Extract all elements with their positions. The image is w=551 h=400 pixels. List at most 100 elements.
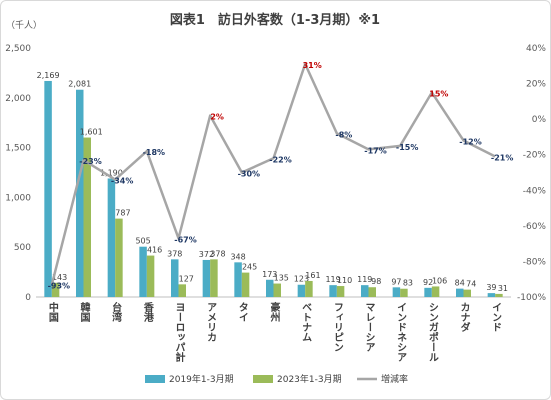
bar-2023 bbox=[495, 293, 503, 297]
chart-title: 図表1 訪日外客数（1-3月期）※1 bbox=[170, 12, 380, 28]
category-label: フィリピン bbox=[331, 302, 342, 352]
bar-2019 bbox=[487, 293, 496, 297]
y-axis-unit-label: （千人） bbox=[6, 20, 42, 31]
bar-2023 bbox=[51, 282, 60, 297]
y-left-tick-label: 0 bbox=[25, 293, 31, 303]
growth-rate-label: -22% bbox=[269, 155, 291, 164]
bar-2019 bbox=[266, 279, 274, 297]
growth-rate-label: -15% bbox=[396, 143, 418, 152]
growth-rate-label: -34% bbox=[111, 177, 133, 186]
growth-rate-label: -30% bbox=[238, 170, 260, 179]
bar-2023 bbox=[336, 286, 345, 297]
y-right-tick-label: -100% bbox=[517, 293, 546, 303]
bar-2019 bbox=[76, 89, 84, 298]
category-label: シンガポール bbox=[426, 302, 438, 362]
bar-2019-value-label: 119 bbox=[325, 275, 340, 284]
bar-2019 bbox=[297, 284, 306, 297]
bar-2019-value-label: 348 bbox=[230, 252, 245, 261]
growth-rate-label: -12% bbox=[459, 137, 481, 146]
y-right-tick-label: 20% bbox=[526, 80, 546, 90]
growth-rate-label: -8% bbox=[335, 130, 352, 139]
bar-2023-value-label: 83 bbox=[403, 279, 413, 288]
category-label: カナダ bbox=[458, 302, 470, 333]
y-left-tick-label: 1,000 bbox=[5, 193, 31, 203]
category-label: 台湾 bbox=[110, 301, 122, 323]
bar-2019-value-label: 378 bbox=[167, 249, 182, 258]
category-label: ベトナム bbox=[300, 302, 312, 342]
bar-2019 bbox=[107, 178, 116, 297]
growth-rate-label: -21% bbox=[491, 153, 513, 162]
bar-2019 bbox=[392, 287, 401, 297]
bar-2023 bbox=[178, 284, 186, 297]
bar-2019-value-label: 39 bbox=[486, 283, 496, 292]
bar-2023 bbox=[431, 286, 440, 297]
category-label: 韓国 bbox=[78, 301, 90, 323]
bar-2023 bbox=[146, 255, 155, 297]
y-left-tick-label: 500 bbox=[14, 243, 31, 253]
growth-rate-label: 2% bbox=[210, 113, 224, 122]
bar-2023-value-label: 143 bbox=[52, 273, 67, 282]
legend-swatch-bar bbox=[253, 375, 273, 383]
y-right-tick-label: -20% bbox=[523, 151, 547, 161]
bar-2019-value-label: 123 bbox=[294, 275, 309, 284]
category-label: ヨーロッパ計 bbox=[173, 302, 185, 363]
bar-2019 bbox=[202, 259, 211, 297]
bar-2023-value-label: 135 bbox=[274, 274, 289, 283]
bar-2023-value-label: 74 bbox=[466, 280, 476, 289]
legend-swatch-bar bbox=[145, 375, 165, 383]
y-right-tick-label: -60% bbox=[523, 222, 547, 232]
bar-2019 bbox=[424, 287, 432, 297]
y-right-tick-label: -80% bbox=[523, 257, 547, 267]
bar-2019 bbox=[171, 259, 179, 297]
bar-2019 bbox=[329, 285, 337, 297]
bar-2019-value-label: 97 bbox=[391, 277, 401, 286]
growth-rate-label: -67% bbox=[174, 235, 196, 244]
bar-2023-value-label: 98 bbox=[371, 277, 381, 286]
category-label: 豪州 bbox=[268, 301, 281, 323]
bar-2019 bbox=[44, 80, 52, 298]
bar-2023 bbox=[463, 289, 471, 297]
growth-rate-line bbox=[50, 62, 496, 285]
bar-2023 bbox=[400, 288, 408, 297]
y-left-tick-label: 1,500 bbox=[5, 144, 31, 154]
category-label: インドネシア bbox=[395, 302, 407, 362]
bar-2023-value-label: 161 bbox=[305, 271, 320, 280]
bar-2023-value-label: 110 bbox=[337, 276, 352, 285]
y-left-tick-label: 2,500 bbox=[5, 44, 31, 54]
bar-2019-value-label: 119 bbox=[357, 275, 372, 284]
bar-2019-value-label: 173 bbox=[262, 270, 277, 279]
legend-label: 2023年1-3月期 bbox=[277, 373, 342, 385]
legend-label: 増減率 bbox=[381, 373, 408, 385]
bar-2019-value-label: 2,169 bbox=[37, 71, 60, 80]
bar-2019-value-label: 92 bbox=[423, 278, 433, 287]
bar-2023-value-label: 31 bbox=[498, 284, 508, 293]
growth-rate-label: -18% bbox=[143, 148, 165, 157]
category-label: マレーシア bbox=[363, 302, 375, 352]
bar-2023 bbox=[368, 287, 376, 297]
bar-2023-value-label: 245 bbox=[242, 263, 257, 272]
bar-2019-value-label: 2,081 bbox=[68, 80, 91, 89]
bar-2023-value-label: 378 bbox=[210, 249, 225, 258]
bar-2019 bbox=[456, 288, 464, 297]
bar-2019 bbox=[139, 246, 147, 297]
bar-2019 bbox=[361, 285, 369, 297]
legend-label: 2019年1-3月期 bbox=[169, 373, 234, 385]
bar-2023 bbox=[273, 283, 281, 297]
bar-2019-value-label: 505 bbox=[135, 237, 150, 246]
bar-2023-value-label: 787 bbox=[115, 209, 130, 218]
bar-2023-value-label: 127 bbox=[179, 274, 194, 283]
growth-rate-label: -93% bbox=[48, 282, 70, 291]
bar-2023 bbox=[115, 218, 123, 297]
bar-2019-value-label: 1,190 bbox=[100, 168, 123, 177]
category-label: インド bbox=[490, 302, 502, 332]
bar-2019 bbox=[234, 262, 242, 297]
bar-2023 bbox=[210, 259, 218, 297]
bar-2023 bbox=[241, 272, 250, 297]
bar-2023-value-label: 416 bbox=[147, 246, 162, 255]
bar-2023 bbox=[83, 137, 91, 297]
bar-2019-value-label: 84 bbox=[455, 279, 465, 288]
bar-2019-value-label: 372 bbox=[199, 250, 214, 259]
bar-2023 bbox=[305, 280, 313, 297]
